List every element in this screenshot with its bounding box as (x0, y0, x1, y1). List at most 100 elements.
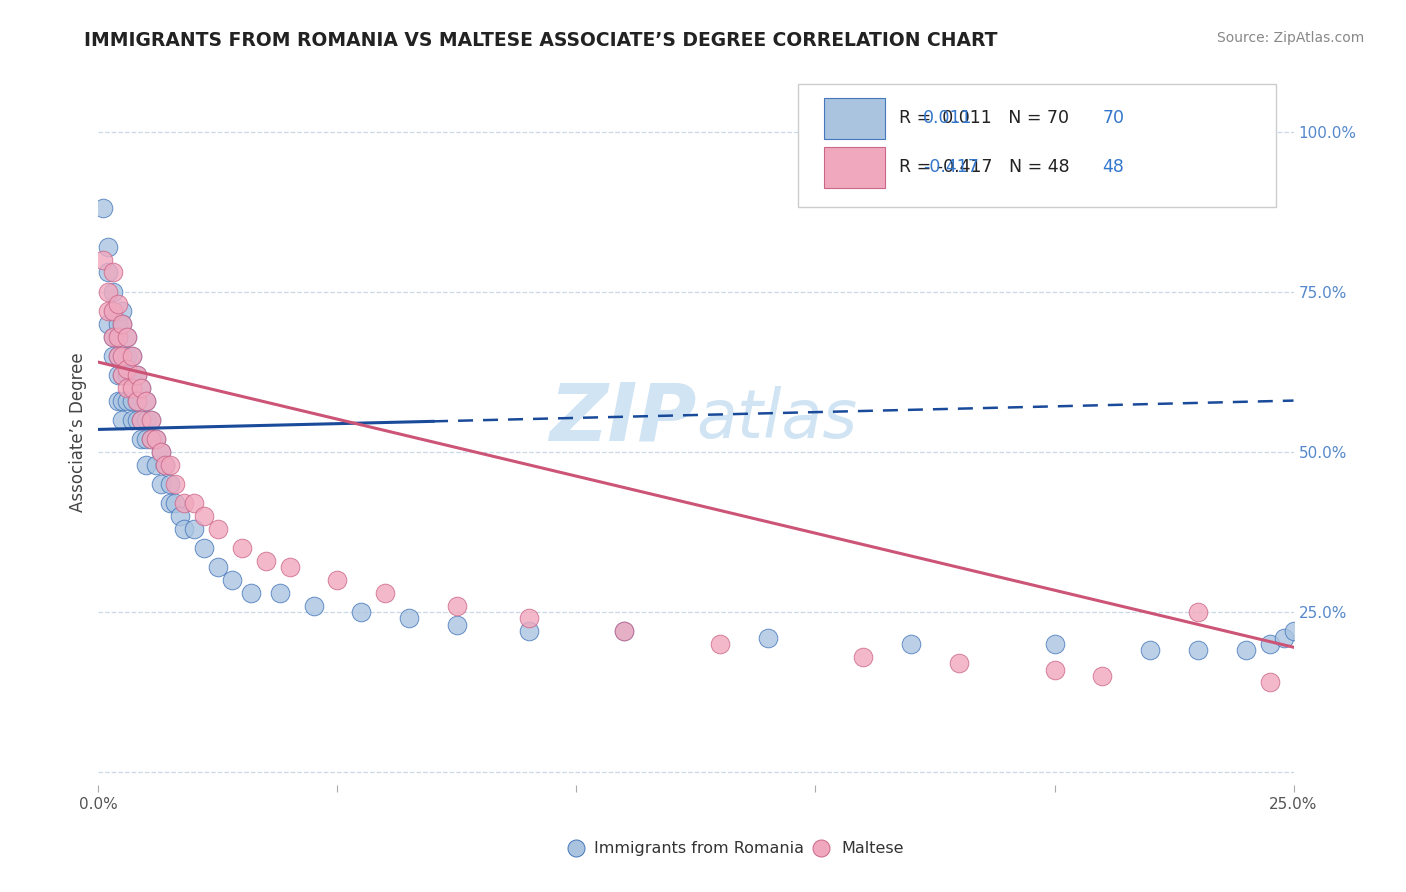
Point (111, 304, 134, 318)
Point (1043, 663, 1066, 677)
Point (149, 476, 172, 491)
Point (1282, 624, 1305, 639)
Point (1272, 631, 1295, 645)
Point (240, 586, 263, 600)
Point (115, 329, 138, 343)
Point (139, 432, 162, 446)
Text: atlas: atlas (696, 385, 858, 451)
Point (111, 317, 134, 331)
Point (107, 368, 129, 382)
Point (125, 368, 148, 382)
Point (269, 586, 291, 600)
Point (756, 631, 779, 645)
Point (101, 304, 124, 318)
Point (183, 496, 205, 510)
Point (107, 317, 129, 331)
Point (221, 573, 243, 587)
Y-axis label: Associate’s Degree: Associate’s Degree (69, 353, 87, 512)
Point (1139, 643, 1161, 657)
Text: 70: 70 (1102, 109, 1125, 127)
Text: IMMIGRANTS FROM ROMANIA VS MALTESE ASSOCIATE’S DEGREE CORRELATION CHART: IMMIGRANTS FROM ROMANIA VS MALTESE ASSOC… (84, 31, 998, 50)
Point (207, 522, 229, 536)
Point (446, 617, 468, 632)
Point (398, 611, 420, 625)
FancyBboxPatch shape (797, 84, 1275, 207)
Point (139, 432, 162, 446)
Point (111, 317, 134, 331)
Point (145, 458, 167, 472)
Point (1258, 637, 1281, 651)
Point (135, 393, 157, 408)
Point (852, 649, 875, 664)
Point (139, 413, 162, 427)
Point (97, 285, 120, 299)
Point (111, 349, 134, 363)
Point (111, 368, 134, 382)
Point (145, 432, 167, 446)
Point (374, 586, 396, 600)
Point (121, 381, 143, 395)
Point (111, 393, 134, 408)
Point (97, 317, 120, 331)
Text: ZIP: ZIP (548, 379, 696, 458)
Point (107, 349, 129, 363)
Point (131, 432, 153, 446)
Text: Immigrants from Romania: Immigrants from Romania (595, 841, 804, 856)
FancyBboxPatch shape (824, 147, 884, 188)
Point (350, 605, 373, 619)
Point (326, 573, 349, 587)
Point (111, 349, 134, 363)
Text: Source: ZipAtlas.com: Source: ZipAtlas.com (1216, 31, 1364, 45)
Point (173, 522, 195, 536)
Point (115, 361, 138, 376)
Point (107, 297, 129, 311)
Point (231, 541, 253, 555)
Point (125, 393, 148, 408)
Point (1187, 605, 1209, 619)
Point (159, 496, 181, 510)
Point (131, 381, 153, 395)
Point (254, 554, 277, 568)
Text: 0.011: 0.011 (922, 109, 973, 127)
Point (101, 329, 124, 343)
Point (155, 458, 177, 472)
Point (155, 458, 177, 472)
Text: Maltese: Maltese (842, 841, 904, 856)
Point (139, 413, 162, 427)
Point (135, 393, 157, 408)
Point (121, 413, 143, 427)
Point (517, 624, 540, 639)
Point (446, 599, 468, 613)
Point (193, 508, 215, 523)
Point (159, 458, 181, 472)
Point (121, 349, 143, 363)
Point (278, 560, 301, 574)
Point (115, 368, 138, 382)
Point (121, 349, 143, 363)
Point (613, 624, 636, 639)
Point (91, 202, 114, 216)
Point (131, 381, 153, 395)
FancyBboxPatch shape (824, 98, 884, 139)
Point (131, 413, 153, 427)
Point (149, 445, 172, 459)
Point (1234, 643, 1257, 657)
Point (131, 413, 153, 427)
Point (1091, 669, 1114, 683)
Point (183, 522, 205, 536)
Point (709, 637, 731, 651)
Point (163, 496, 186, 510)
Point (900, 637, 922, 651)
Point (115, 393, 138, 408)
Point (115, 349, 138, 363)
Point (97, 240, 120, 254)
Point (121, 368, 143, 382)
Point (97, 265, 120, 279)
Text: R =  0.011   N = 70: R = 0.011 N = 70 (900, 109, 1069, 127)
Text: R = -0.417   N = 48: R = -0.417 N = 48 (900, 158, 1070, 176)
Point (302, 599, 325, 613)
Point (125, 393, 148, 408)
Point (1187, 643, 1209, 657)
Text: -0.417: -0.417 (922, 158, 979, 176)
Point (115, 381, 138, 395)
